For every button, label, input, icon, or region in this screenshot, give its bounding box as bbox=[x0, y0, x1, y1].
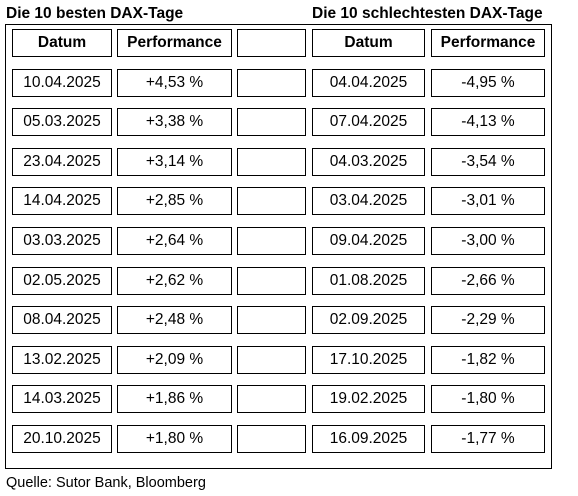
worst-performance-header: Performance bbox=[431, 29, 545, 57]
best-performance-cell: +1,86 % bbox=[117, 385, 232, 413]
source-note: Quelle: Sutor Bank, Bloomberg bbox=[6, 475, 206, 491]
best-date-cell: 13.02.2025 bbox=[12, 346, 112, 374]
best-date-cell: 10.04.2025 bbox=[12, 69, 112, 97]
best-performance-cell: +3,14 % bbox=[117, 148, 232, 176]
spacer-cell bbox=[237, 425, 306, 453]
best-date-cell: 23.04.2025 bbox=[12, 148, 112, 176]
best-date-cell: 14.04.2025 bbox=[12, 187, 112, 215]
best-performance-header: Performance bbox=[117, 29, 232, 57]
worst-performance-cell: -4,13 % bbox=[431, 108, 545, 136]
best-performance-cell: +1,80 % bbox=[117, 425, 232, 453]
worst-date-cell: 19.02.2025 bbox=[312, 385, 425, 413]
best-performance-cell: +2,09 % bbox=[117, 346, 232, 374]
worst-performance-cell: -3,54 % bbox=[431, 148, 545, 176]
worst-date-cell: 01.08.2025 bbox=[312, 267, 425, 295]
worst-date-cell: 17.10.2025 bbox=[312, 346, 425, 374]
worst-date-cell: 03.04.2025 bbox=[312, 187, 425, 215]
worst-date-cell: 07.04.2025 bbox=[312, 108, 425, 136]
worst-date-cell: 16.09.2025 bbox=[312, 425, 425, 453]
worst-date-cell: 04.04.2025 bbox=[312, 69, 425, 97]
worst-performance-cell: -4,95 % bbox=[431, 69, 545, 97]
spacer-cell bbox=[237, 306, 306, 334]
best-date-cell: 08.04.2025 bbox=[12, 306, 112, 334]
spacer-cell bbox=[237, 108, 306, 136]
best-performance-cell: +2,64 % bbox=[117, 227, 232, 255]
worst-performance-cell: -2,29 % bbox=[431, 306, 545, 334]
worst-performance-cell: -3,00 % bbox=[431, 227, 545, 255]
worst-performance-cell: -2,66 % bbox=[431, 267, 545, 295]
best-date-cell: 02.05.2025 bbox=[12, 267, 112, 295]
best-date-cell: 05.03.2025 bbox=[12, 108, 112, 136]
table-frame bbox=[5, 24, 552, 469]
worst-date-cell: 04.03.2025 bbox=[312, 148, 425, 176]
spacer-header-cell bbox=[237, 29, 306, 57]
best-days-title: Die 10 besten DAX-Tage bbox=[6, 5, 184, 22]
spacer-cell bbox=[237, 148, 306, 176]
spacer-cell bbox=[237, 187, 306, 215]
worst-date-cell: 02.09.2025 bbox=[312, 306, 425, 334]
best-performance-cell: +4,53 % bbox=[117, 69, 232, 97]
best-performance-cell: +2,85 % bbox=[117, 187, 232, 215]
best-date-header: Datum bbox=[12, 29, 112, 57]
best-date-cell: 20.10.2025 bbox=[12, 425, 112, 453]
spacer-cell bbox=[237, 69, 306, 97]
worst-performance-cell: -1,77 % bbox=[431, 425, 545, 453]
worst-performance-cell: -1,82 % bbox=[431, 346, 545, 374]
worst-date-cell: 09.04.2025 bbox=[312, 227, 425, 255]
worst-performance-cell: -3,01 % bbox=[431, 187, 545, 215]
worst-date-header: Datum bbox=[312, 29, 425, 57]
worst-days-title: Die 10 schlechtesten DAX-Tage bbox=[312, 5, 543, 22]
best-date-cell: 14.03.2025 bbox=[12, 385, 112, 413]
spacer-cell bbox=[237, 385, 306, 413]
best-performance-cell: +2,62 % bbox=[117, 267, 232, 295]
worst-performance-cell: -1,80 % bbox=[431, 385, 545, 413]
spacer-cell bbox=[237, 267, 306, 295]
best-date-cell: 03.03.2025 bbox=[12, 227, 112, 255]
spacer-cell bbox=[237, 227, 306, 255]
best-performance-cell: +2,48 % bbox=[117, 306, 232, 334]
best-performance-cell: +3,38 % bbox=[117, 108, 232, 136]
spacer-cell bbox=[237, 346, 306, 374]
